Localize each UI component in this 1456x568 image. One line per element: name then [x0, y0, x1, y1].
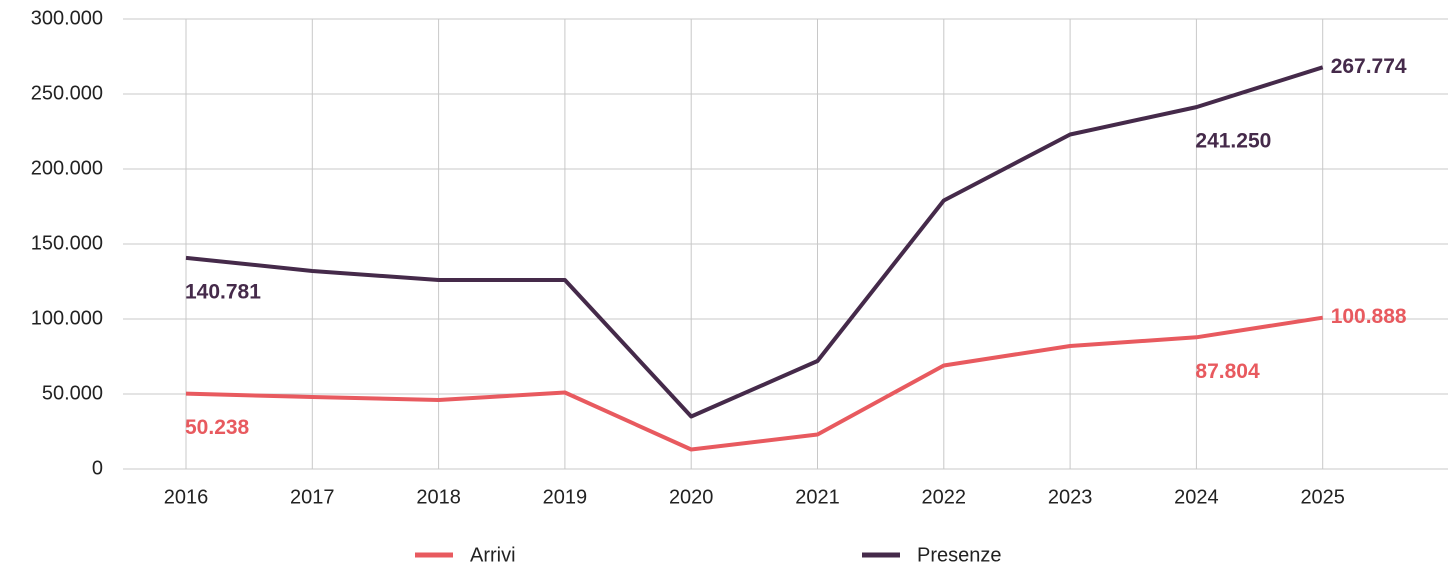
- legend-label: Presenze: [917, 544, 1002, 566]
- x-tick-label: 2016: [164, 486, 209, 508]
- y-tick-label: 300.000: [31, 7, 103, 29]
- value-label: 100.888: [1331, 305, 1407, 328]
- x-tick-label: 2025: [1300, 486, 1345, 508]
- y-tick-label: 100.000: [31, 307, 103, 329]
- legend-label: Arrivi: [470, 544, 516, 566]
- x-tick-label: 2021: [795, 486, 840, 508]
- value-label: 267.774: [1331, 55, 1407, 78]
- value-label: 50.238: [185, 416, 250, 439]
- series-line: [185, 315, 1324, 452]
- y-tick-label: 200.000: [31, 157, 103, 179]
- y-tick-label: 150.000: [31, 232, 103, 254]
- y-tick-label: 0: [92, 457, 103, 479]
- x-tick-label: 2019: [543, 486, 588, 508]
- x-tick-label: 2023: [1048, 486, 1093, 508]
- x-tick-label: 2024: [1174, 486, 1219, 508]
- series-line: [185, 65, 1324, 419]
- value-label: 241.250: [1195, 130, 1271, 153]
- x-tick-label: 2017: [290, 486, 335, 508]
- y-tick-label: 50.000: [42, 382, 103, 404]
- x-tick-label: 2020: [669, 486, 714, 508]
- y-tick-label: 250.000: [31, 82, 103, 104]
- value-label: 140.781: [185, 280, 261, 303]
- x-tick-label: 2018: [416, 486, 461, 508]
- value-label: 87.804: [1195, 360, 1260, 383]
- x-tick-label: 2022: [922, 486, 967, 508]
